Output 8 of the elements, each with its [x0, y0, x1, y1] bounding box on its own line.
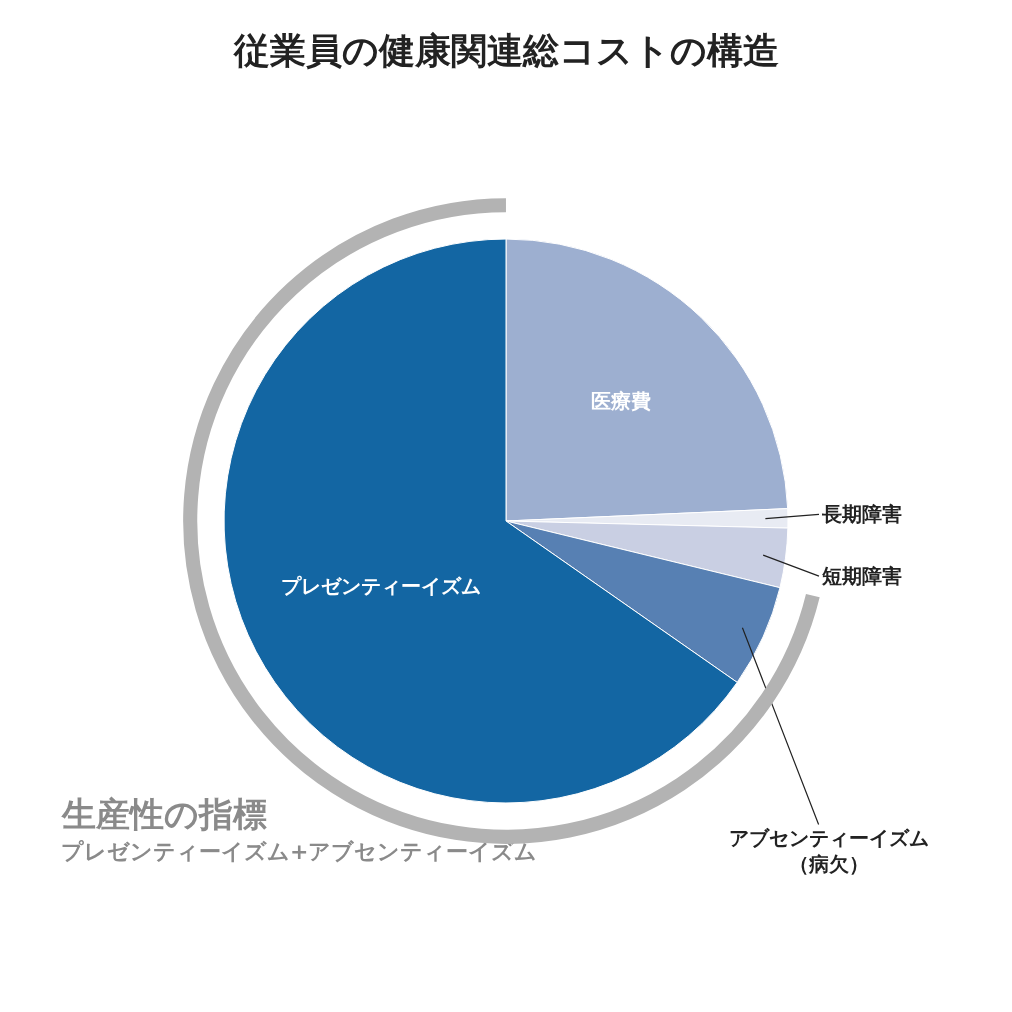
text: プレゼンティーイズム+アブセンティーイズム: [61, 839, 538, 864]
slice-label: 短期障害: [821, 564, 902, 588]
chart-title: 従業員の健康関連総コストの構造: [232, 30, 779, 72]
slice-label: アブセンティーイズム（病欠）: [729, 826, 929, 876]
slice-label: プレゼンティーイズム: [280, 574, 481, 599]
slice-label: 長期障害: [821, 502, 902, 526]
text: 生産性の指標: [61, 794, 267, 834]
slice-label: 医療費: [591, 388, 652, 413]
